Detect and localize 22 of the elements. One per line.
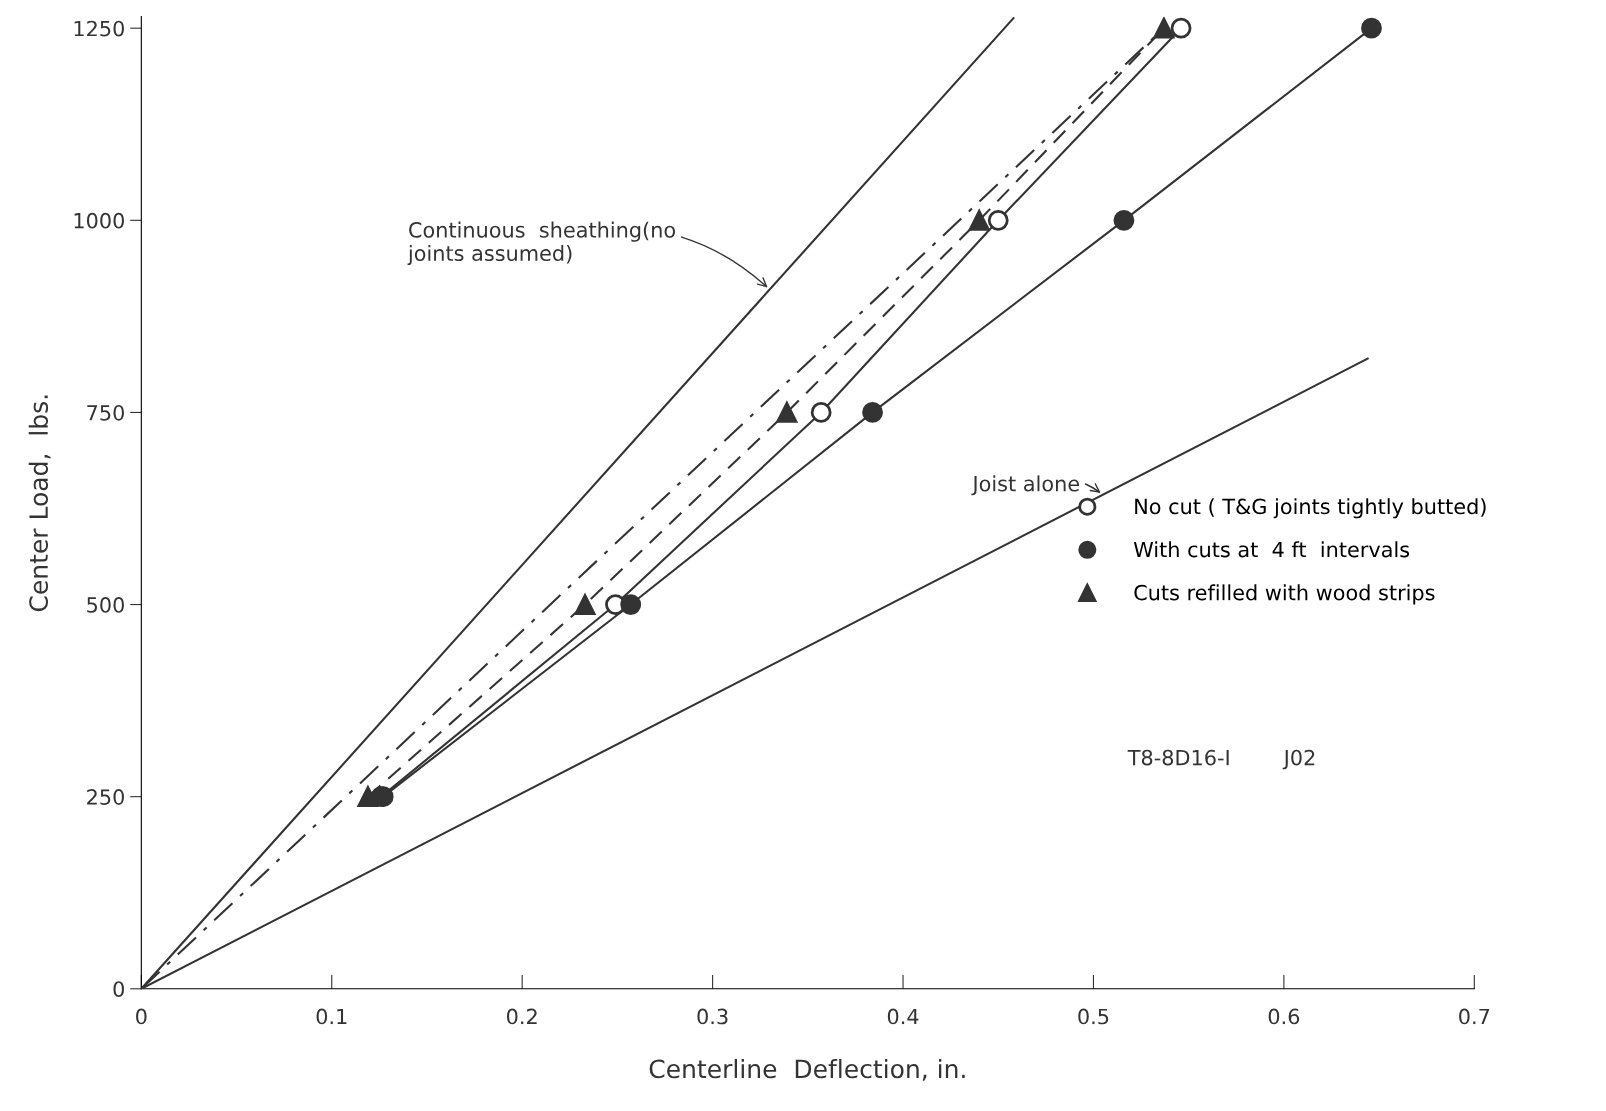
annotation: T8-8D16-I J02 [1127, 749, 1315, 770]
y-axis-title: Center Load, lbs. [28, 395, 51, 612]
annotation: Joist alone [971, 475, 1080, 496]
x-tick-label: 0.5 [1078, 1008, 1109, 1025]
x-tick-label: 0 [136, 1008, 147, 1025]
y-tick-label: 750 [87, 404, 124, 421]
x-tick-label: 0.6 [1268, 1008, 1300, 1025]
x-tick-label: 0.2 [506, 1008, 537, 1025]
y-tick-label: 1250 [74, 20, 124, 37]
y-tick-label: 500 [87, 597, 124, 613]
x-tick-label: 0.1 [316, 1008, 347, 1025]
x-tick-label: 0.4 [887, 1008, 919, 1025]
legend-label: No cut ( T&G joints tightly butted) [1135, 498, 1486, 519]
y-tick-label: 1000 [74, 212, 124, 229]
y-tick-label: 0 [113, 981, 124, 997]
y-tick-label: 250 [87, 789, 124, 805]
x-axis-title: Centerline Deflection, in. [649, 1058, 965, 1081]
legend-label: With cuts at 4 ft intervals [1133, 541, 1410, 558]
x-tick-label: 0.7 [1459, 1008, 1490, 1025]
annotation: Continuous sheathing(no joints assumed) [407, 221, 675, 266]
x-tick-label: 0.3 [697, 1008, 728, 1025]
legend-label: Cuts refilled with wood strips [1134, 584, 1435, 605]
